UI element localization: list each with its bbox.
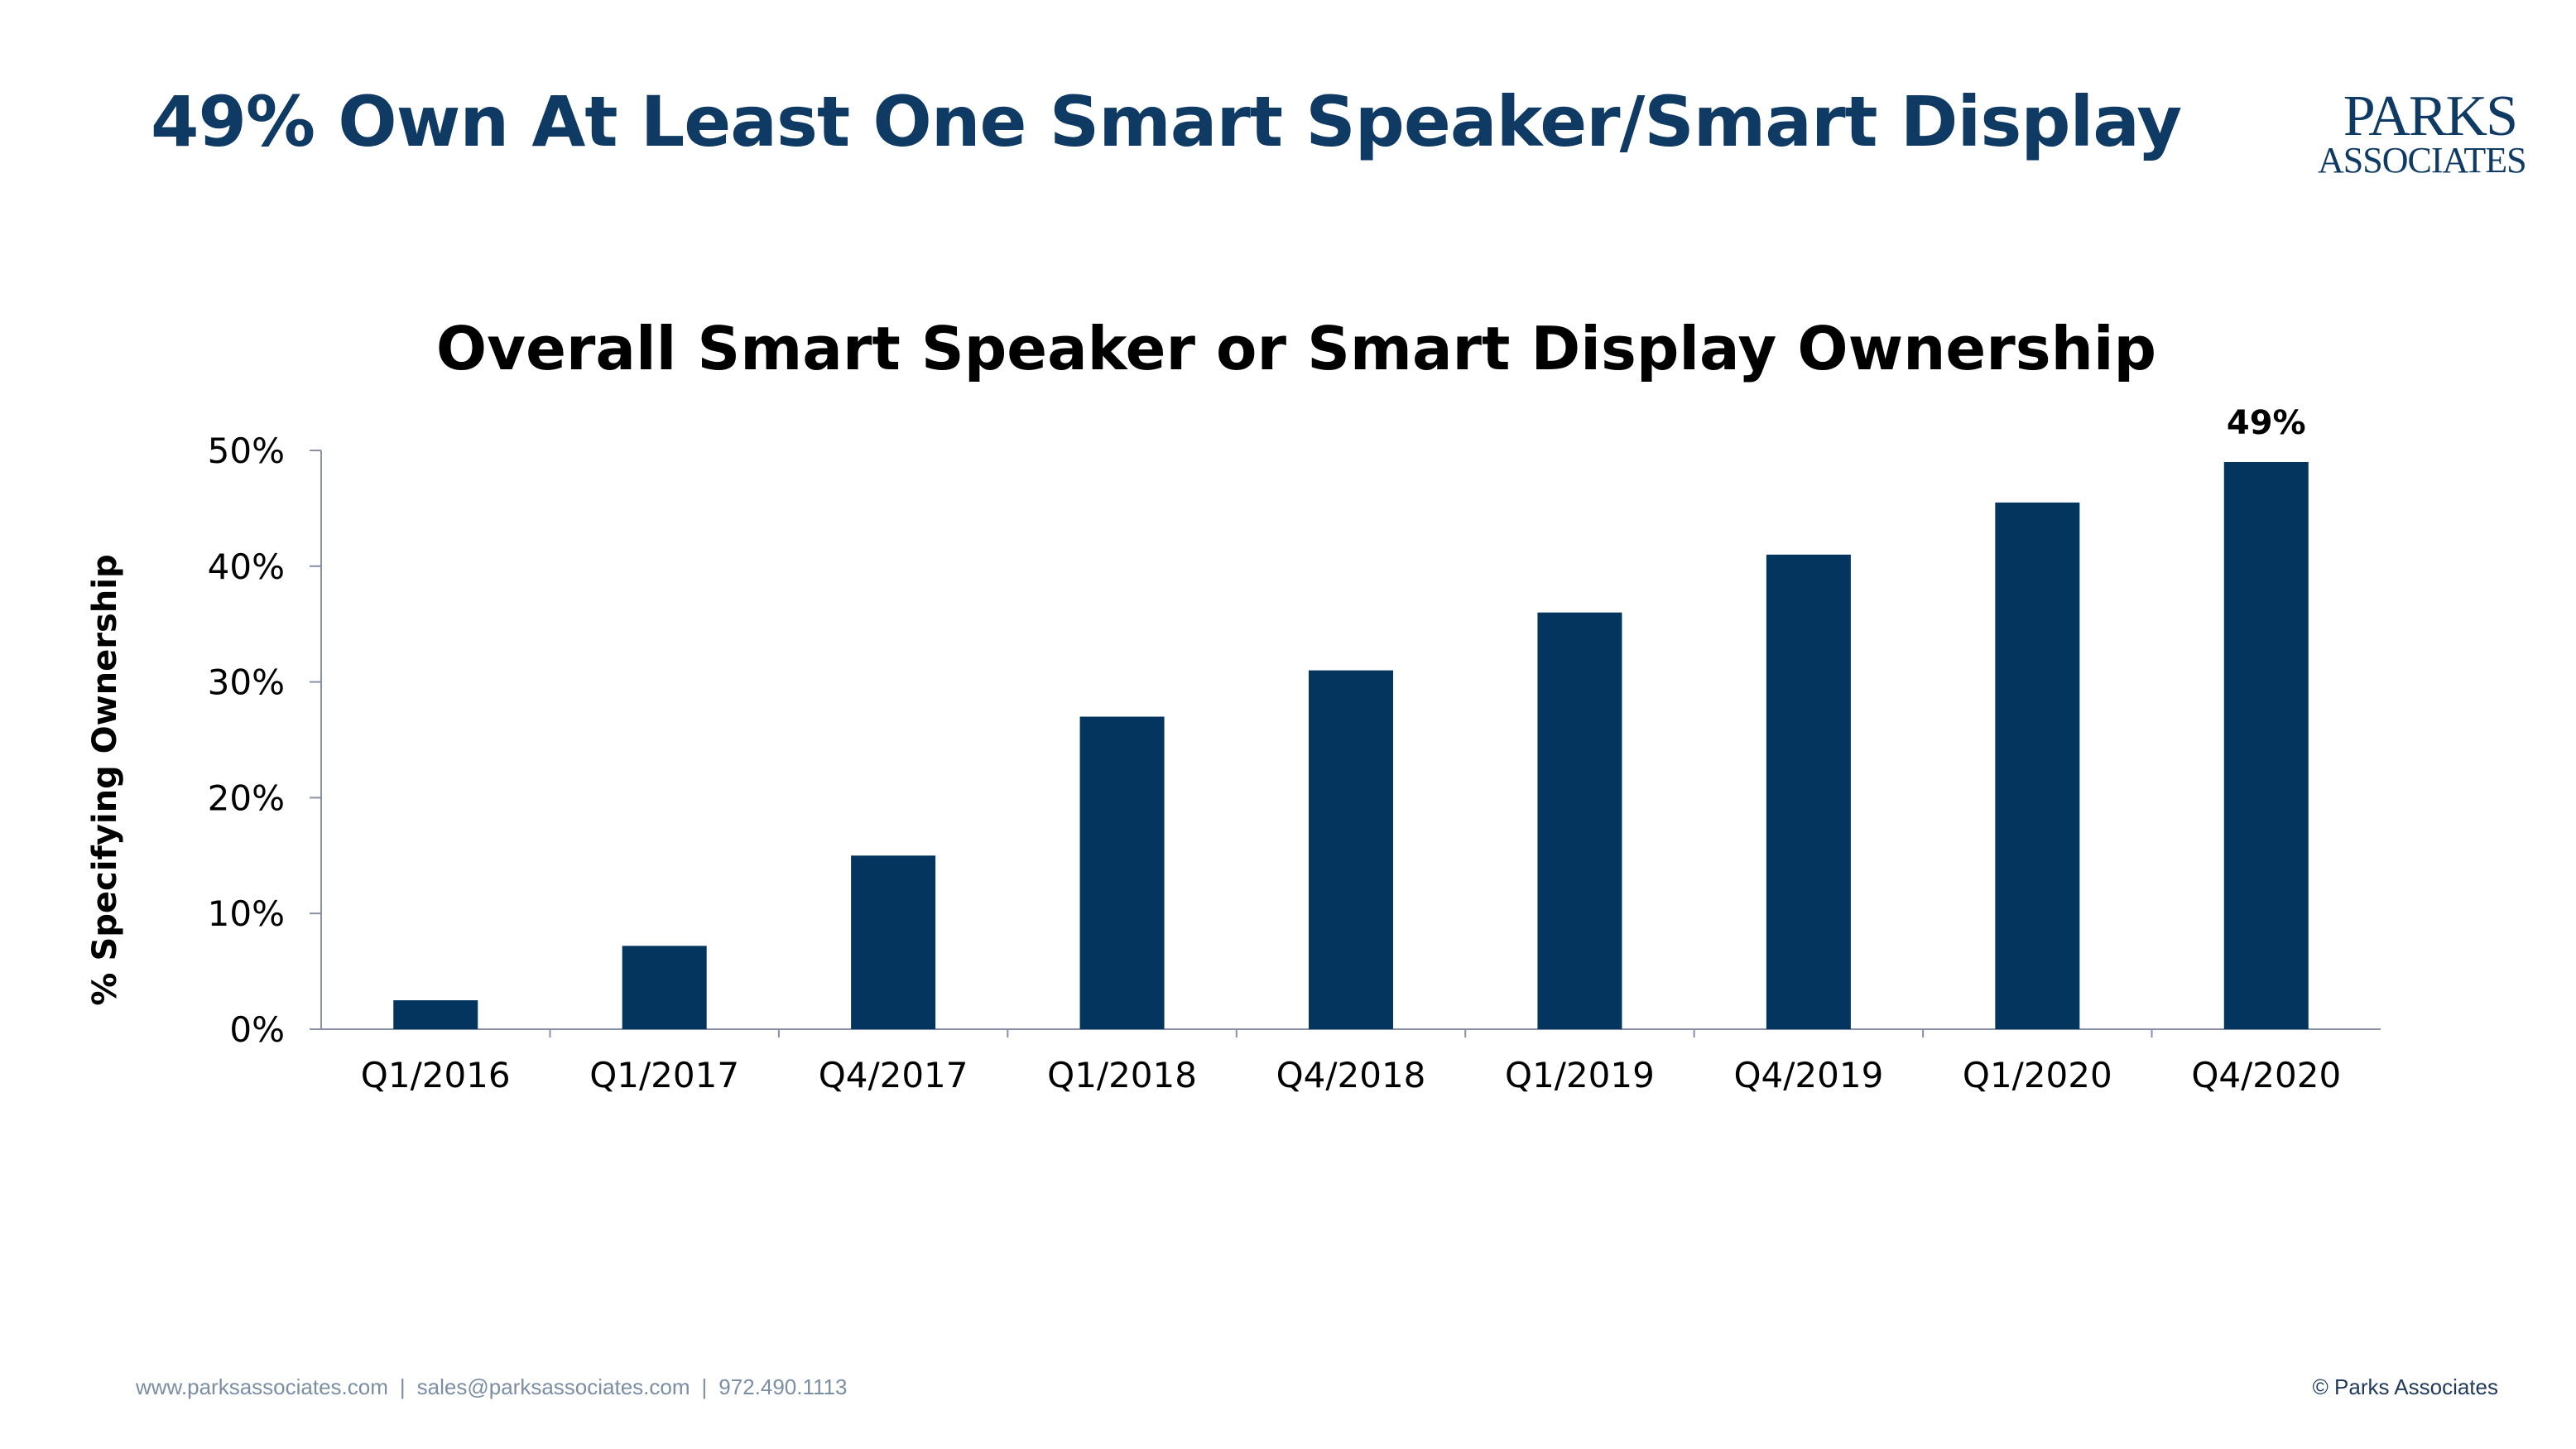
logo-line-1: PARKS: [2343, 84, 2518, 148]
bar-q1-2019: [1537, 612, 1622, 1029]
bar-series: [393, 461, 2309, 1029]
bar-q1-2017: [622, 946, 707, 1029]
x-tick-label: Q1/2017: [589, 1055, 739, 1095]
bar-q4-2018: [1309, 670, 1393, 1029]
y-tick-label: 30%: [208, 662, 285, 703]
x-tick-label: Q1/2019: [1505, 1055, 1655, 1095]
bar-q4-2020: [2223, 461, 2309, 1029]
y-tick-label: 40%: [208, 546, 285, 587]
x-tick-label: Q4/2019: [1733, 1055, 1883, 1095]
y-tick-labels: 0% 10% 20% 30% 40% 50%: [208, 431, 285, 1050]
x-tick-label: Q4/2018: [1276, 1055, 1426, 1095]
x-tick-label: Q1/2016: [361, 1055, 511, 1095]
footer-phone: 972.490.1113: [718, 1374, 848, 1399]
y-tick-label: 50%: [208, 431, 285, 471]
footer-email-link[interactable]: sales@parksassociates.com: [416, 1374, 690, 1399]
footer-contact: www.parksassociates.com | sales@parksassoc…: [136, 1374, 847, 1400]
logo-line-2: ASSOCIATES: [2318, 140, 2527, 181]
chart-title: Overall Smart Speaker or Smart Display O…: [436, 314, 2156, 383]
x-tick-label: Q1/2020: [1963, 1055, 2112, 1095]
bar-q4-2017: [851, 855, 936, 1029]
y-tick-label: 0%: [229, 1009, 285, 1050]
x-tick-labels: Q1/2016 Q1/2017 Q4/2017 Q1/2018 Q4/2018 Q1/20…: [361, 1055, 2341, 1095]
y-axis-label: % Specifying Ownership: [86, 554, 124, 1005]
footer-separator: |: [701, 1374, 708, 1399]
x-tick-label: Q4/2017: [819, 1055, 968, 1095]
x-tick-label: Q1/2018: [1047, 1055, 1197, 1095]
bar-q1-2020: [1995, 502, 2080, 1029]
y-tick-label: 20%: [208, 777, 285, 818]
data-label: 49%: [2227, 404, 2306, 442]
y-tick-label: 10%: [208, 893, 285, 934]
data-labels: 49%: [2227, 404, 2306, 442]
bar-q1-2018: [1079, 716, 1165, 1029]
bar-q4-2019: [1766, 554, 1851, 1029]
x-tick-label: Q4/2020: [2191, 1055, 2341, 1095]
footer-separator: |: [399, 1374, 406, 1399]
parks-associates-logo: PARKS ASSOCIATES: [2318, 84, 2527, 181]
bar-q1-2016: [393, 1000, 478, 1029]
footer-website-link[interactable]: www.parksassociates.com: [136, 1374, 388, 1399]
footer-copyright: © Parks Associates: [2312, 1374, 2498, 1399]
slide-title: 49% Own At Least One Smart Speaker/Smart…: [151, 81, 2182, 162]
